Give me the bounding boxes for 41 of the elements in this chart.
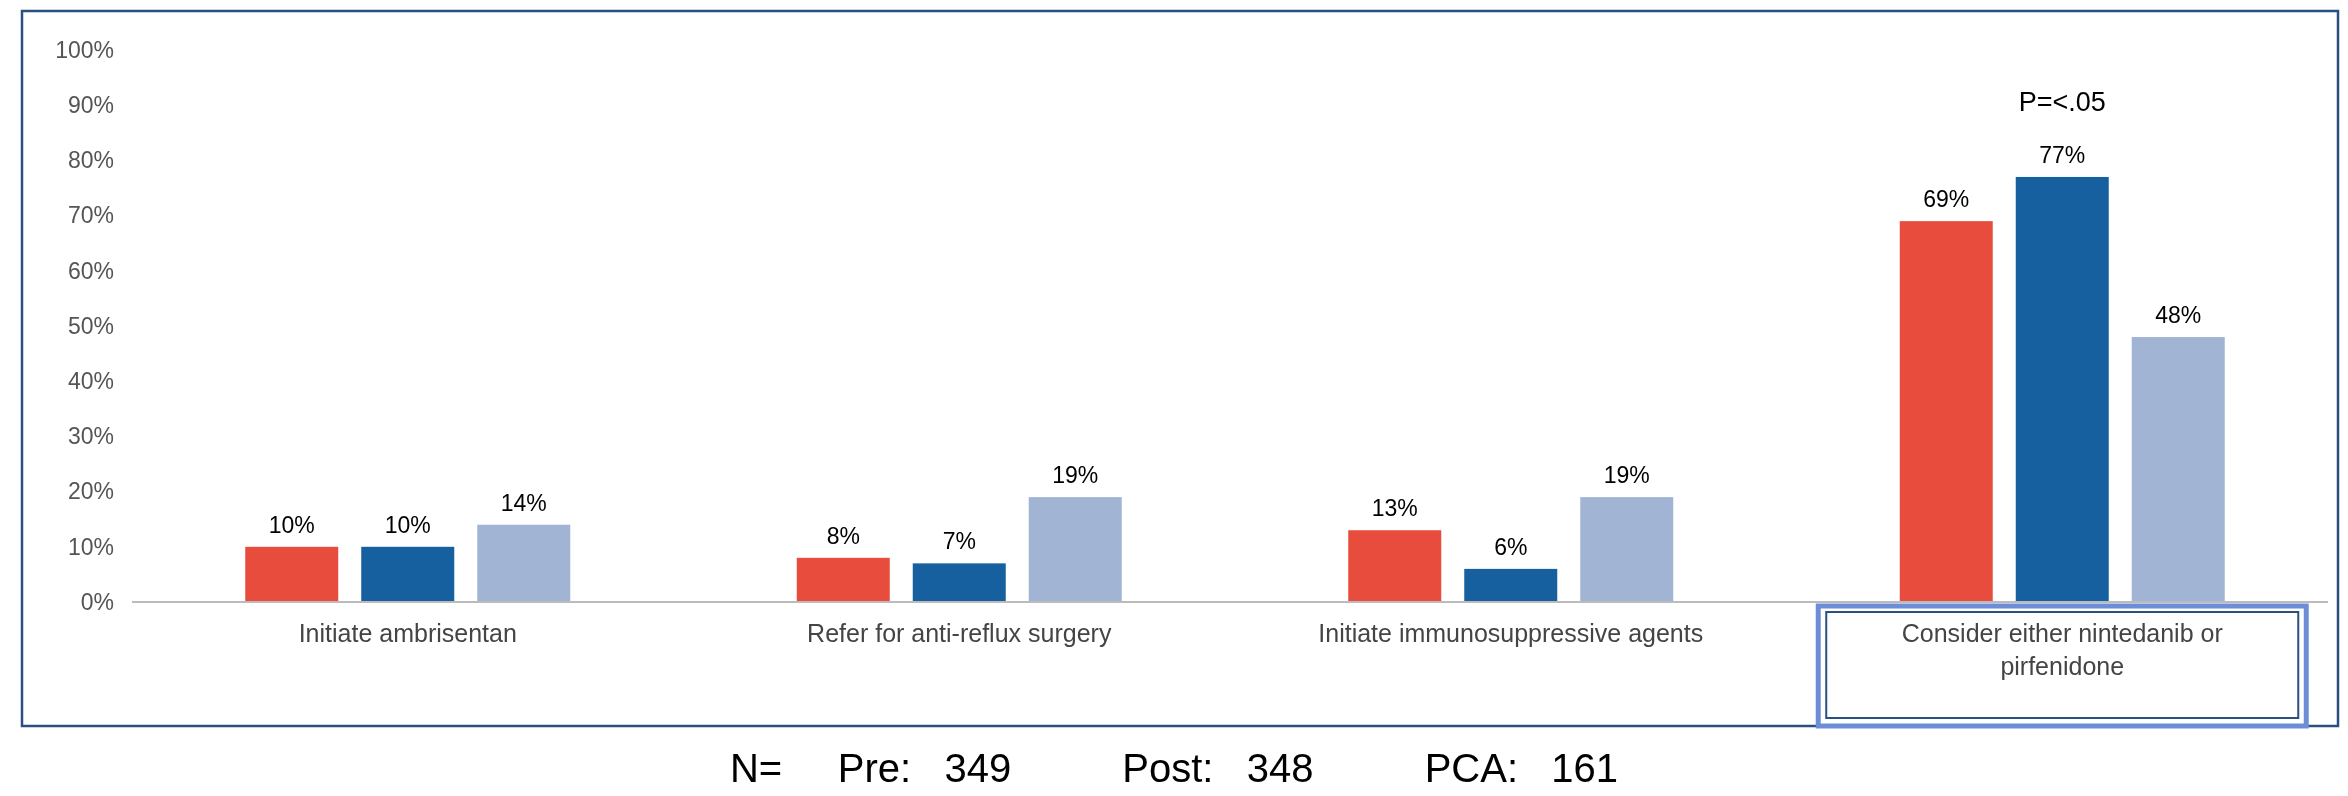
data-label: 69% — [1923, 186, 1970, 213]
x-tick-label: Initiate ambrisentan — [298, 619, 517, 647]
bar — [796, 557, 890, 602]
data-label: 48% — [2155, 302, 2202, 329]
y-tick-label: 0% — [80, 588, 114, 615]
data-label: 7% — [942, 528, 976, 555]
data-label: 10% — [384, 511, 431, 538]
data-label: 19% — [1052, 462, 1099, 489]
bar — [1348, 530, 1442, 602]
bar — [1899, 221, 1993, 602]
x-tick-label: Initiate immunosuppressive agents — [1318, 619, 1704, 647]
bar — [477, 524, 571, 602]
data-label: 13% — [1371, 495, 1418, 522]
data-label: 10% — [268, 511, 315, 538]
y-tick-label: 20% — [67, 478, 114, 505]
text: N= Pre: 349 Post: 348 PCA: 161 — [729, 746, 1619, 790]
y-tick-label: 80% — [67, 147, 114, 174]
y-tick-label: 100% — [55, 36, 114, 63]
y-tick-label: 50% — [67, 312, 114, 339]
bar — [2131, 337, 2225, 602]
bar — [361, 546, 455, 602]
y-tick-label: 10% — [67, 533, 114, 560]
annotation: P=<.05 — [2018, 86, 2106, 117]
bar — [2015, 176, 2109, 602]
data-label: 14% — [500, 489, 547, 516]
data-label: 19% — [1603, 462, 1650, 489]
y-tick-label: 60% — [67, 257, 114, 284]
bar — [1464, 568, 1558, 602]
x-tick-label: Consider either nintedanib or pirfenidone — [1901, 619, 2223, 680]
bar — [1028, 497, 1122, 602]
data-label: 8% — [826, 522, 860, 549]
y-tick-label: 70% — [67, 202, 114, 229]
x-tick-label: Refer for anti-reflux surgery — [807, 619, 1112, 647]
y-tick-label: 40% — [67, 368, 114, 395]
y-tick-label: 90% — [67, 92, 114, 119]
data-label: 6% — [1494, 533, 1528, 560]
bar — [245, 546, 339, 602]
data-label: 77% — [2039, 141, 2086, 168]
bar — [1580, 497, 1674, 602]
y-tick-label: 30% — [67, 423, 114, 450]
bar — [912, 563, 1006, 602]
